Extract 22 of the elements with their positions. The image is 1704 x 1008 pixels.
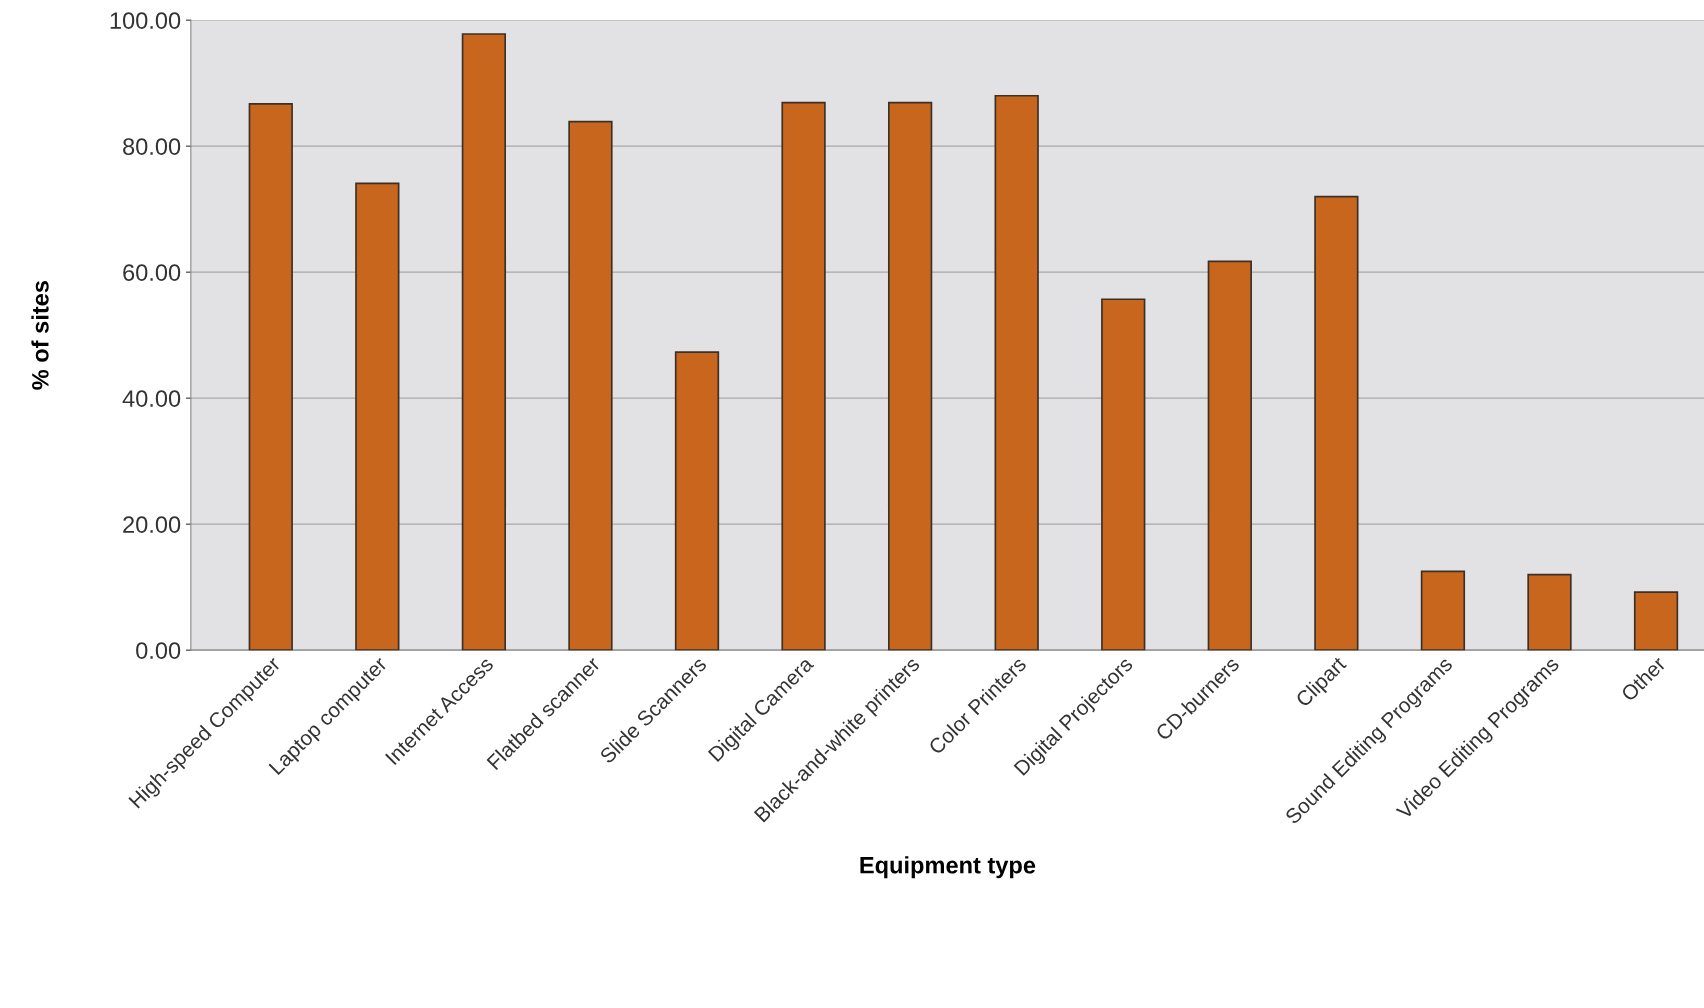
bar [248,103,293,651]
bar [461,33,507,651]
y-axis-title: % of sites [31,281,49,390]
bar [674,351,720,651]
bar [1101,298,1146,651]
y-tick-label: 80.00 [123,138,181,155]
bar [781,101,826,651]
bar [1420,570,1466,651]
bar [568,120,613,651]
y-tick-label: 0.00 [136,642,181,659]
y-tick-label: 20.00 [123,516,181,533]
y-tick-label: 100.00 [110,12,181,29]
bar [1633,591,1679,651]
bar [994,94,1039,651]
bar [1314,195,1359,651]
bar [355,182,400,651]
y-tick-label: 60.00 [123,264,181,281]
bar [1527,573,1572,651]
bar [887,101,933,651]
y-tick-label: 40.00 [122,390,181,407]
bar [1207,260,1252,651]
x-axis-title: Equipment type [860,856,1036,879]
